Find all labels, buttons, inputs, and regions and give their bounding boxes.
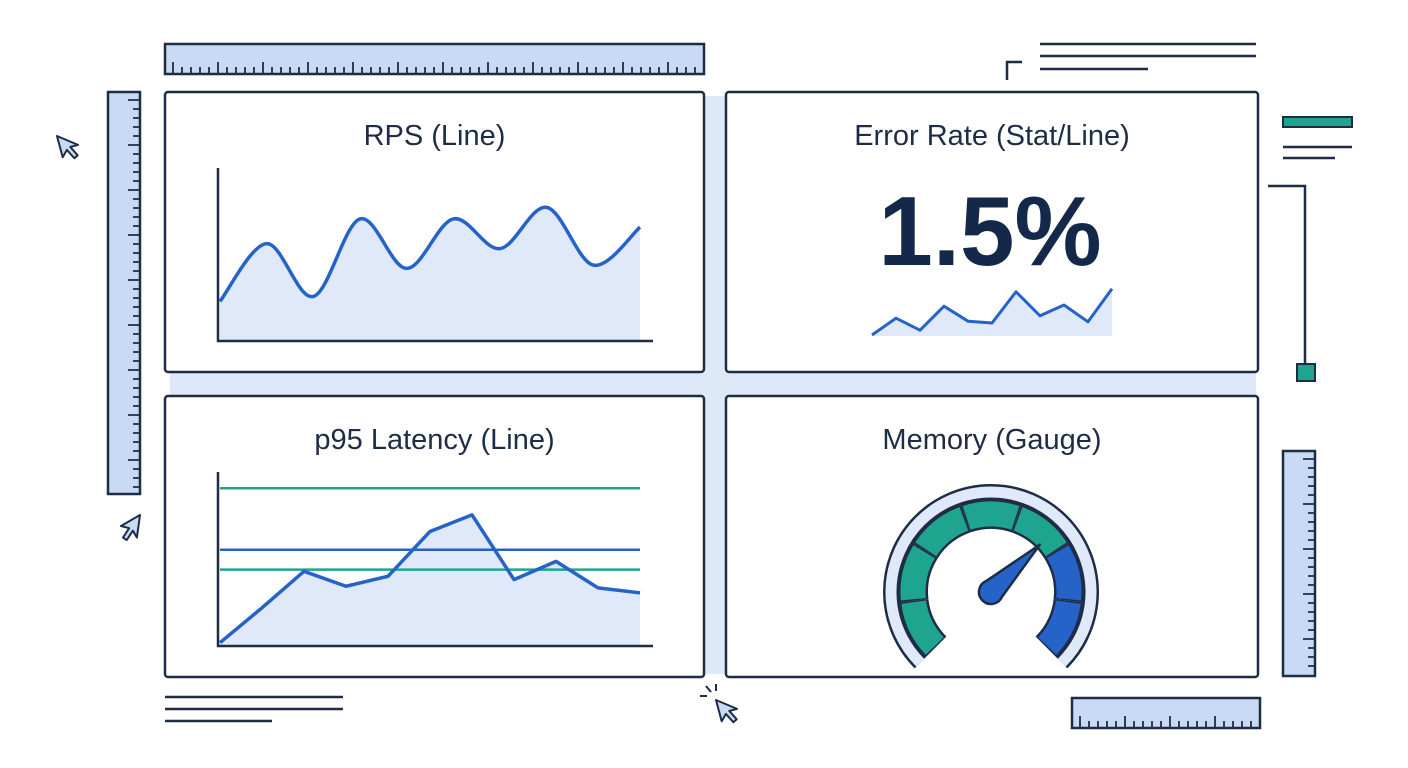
axes	[216, 168, 653, 343]
cursor	[56, 135, 80, 160]
panel-gutter	[704, 96, 726, 674]
stat-value: 1.5%	[878, 176, 1101, 286]
series-line	[218, 513, 641, 645]
panel	[724, 90, 1260, 374]
area-fill	[220, 207, 640, 341]
text-lines	[165, 695, 343, 723]
panel-title: p95 Latency (Line)	[314, 424, 554, 456]
gauge-needle	[977, 543, 1042, 606]
series-line	[218, 205, 642, 303]
area-fill	[220, 514, 640, 646]
gauge-segment	[1046, 545, 1082, 601]
gauge-segment	[901, 600, 945, 655]
gauge-segment	[1013, 507, 1067, 557]
ruler	[1070, 696, 1262, 730]
gauge-rim	[885, 486, 1097, 667]
cursor	[119, 514, 141, 541]
panel-title: RPS (Line)	[364, 120, 506, 152]
decorations	[165, 42, 1353, 723]
rulers	[106, 42, 1317, 730]
sparkline	[871, 287, 1114, 337]
legend-bar	[1282, 116, 1353, 128]
ruler	[106, 90, 142, 496]
gauge-segment	[915, 507, 969, 557]
gauge-segment	[962, 501, 1020, 530]
ruler	[1281, 449, 1317, 678]
panel-title: Error Rate (Stat/Line)	[854, 120, 1130, 152]
ruler-ticks	[1079, 716, 1252, 728]
area-fill	[872, 288, 1112, 336]
cursor	[715, 699, 739, 724]
ruler-ticks	[128, 99, 140, 488]
axes	[216, 472, 653, 648]
gauge-segment	[900, 545, 936, 601]
text-lines	[1005, 42, 1256, 80]
panels: RPS (Line) Error Rate (Stat/Line) 1.5% p95 …	[163, 90, 1260, 679]
panel-title: Memory (Gauge)	[882, 424, 1101, 456]
ruler-ticks	[172, 62, 696, 74]
connector	[1268, 145, 1352, 364]
gauge-segment	[1037, 600, 1081, 655]
connector-node	[1296, 363, 1316, 382]
panel	[724, 394, 1260, 679]
ruler-ticks	[1303, 458, 1315, 667]
